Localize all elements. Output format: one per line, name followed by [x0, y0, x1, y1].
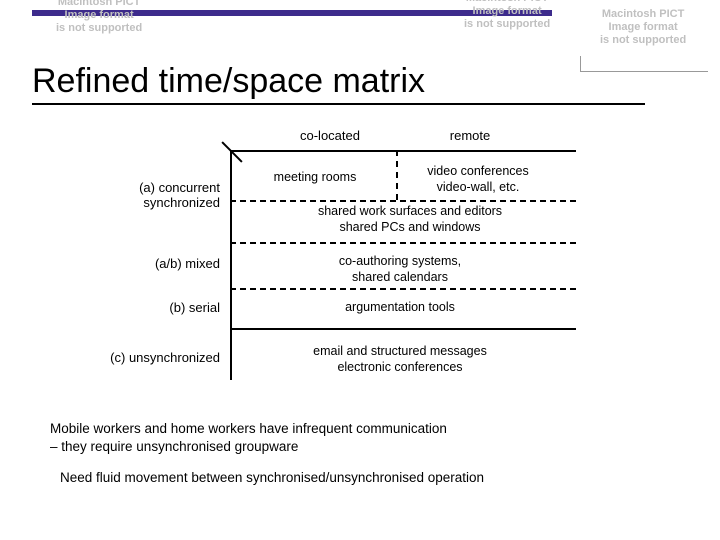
footer-line-1: Mobile workers and home workers have inf…: [50, 420, 670, 456]
matrix-dash-vertical: [396, 150, 398, 200]
time-space-matrix: co-located remote (a) concurrentsynchron…: [70, 128, 570, 408]
matrix-frame-horizontal: [230, 150, 576, 152]
footer-line-2: Need fluid movement between synchronised…: [60, 470, 680, 485]
matrix-frame-vertical: [230, 150, 232, 380]
pict-placeholder-1: Macintosh PICTImage formatis not support…: [56, 0, 142, 36]
matrix-dash-h2: [230, 242, 576, 244]
column-header-colocated: co-located: [270, 128, 390, 143]
page-title: Refined time/space matrix: [32, 62, 645, 105]
cell-ab: co-authoring systems,shared calendars: [290, 254, 510, 285]
row-label-a: (a) concurrentsynchronized: [70, 180, 220, 210]
row-label-ab: (a/b) mixed: [70, 256, 220, 271]
row-label-b: (b) serial: [70, 300, 220, 315]
pict-placeholder-3: Macintosh PICTImage formatis not support…: [600, 8, 686, 48]
matrix-solid-divider: [230, 328, 576, 330]
cell-a-remote: video conferencesvideo-wall, etc.: [398, 164, 558, 195]
matrix-dash-h1: [230, 200, 576, 202]
cell-a-colocated: meeting rooms: [240, 170, 390, 186]
cell-a-shared: shared work surfaces and editorsshared P…: [260, 204, 560, 235]
cell-c: email and structured messageselectronic …: [270, 344, 530, 375]
cell-b: argumentation tools: [290, 300, 510, 316]
column-header-remote: remote: [410, 128, 530, 143]
row-label-c: (c) unsynchronized: [70, 350, 220, 365]
matrix-dash-h3: [230, 288, 576, 290]
pict-placeholder-2: Macintosh PICTImage formatis not support…: [464, 0, 550, 32]
